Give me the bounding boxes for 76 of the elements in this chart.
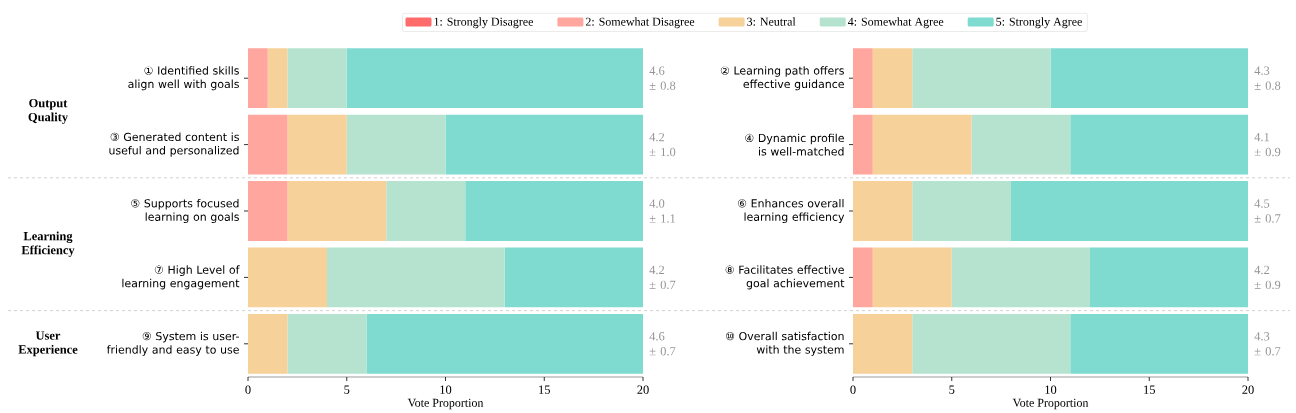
y-tick-label: ① Identified skills align well with goals: [128, 66, 239, 91]
bar: [327, 247, 505, 308]
bar: [287, 114, 347, 175]
text: 4.2 ± 0.9: [1254, 265, 1281, 290]
legend-label: 3: Neutral: [747, 17, 796, 26]
bar: [872, 114, 972, 175]
bar: [951, 247, 1091, 308]
bar: [287, 313, 367, 374]
bar: [267, 48, 288, 109]
bar: [853, 313, 913, 374]
bar: [445, 114, 643, 175]
x-tick-label: 20: [1242, 385, 1254, 394]
text: 4.5 ± 0.7: [1254, 199, 1281, 223]
y-tick-label: ④ Dynamic profile is well-matched: [745, 133, 844, 156]
x-tick-label: 0: [245, 385, 251, 394]
bar: [248, 247, 327, 308]
bar: [853, 247, 873, 308]
bar: [853, 181, 913, 241]
x-tick-label: 10: [1045, 385, 1057, 394]
bar: [366, 313, 643, 374]
y-tick-label: ⑧ Facilitates effective goal achievement: [725, 265, 845, 290]
bar: [465, 181, 643, 241]
text: 4.3 ± 0.7: [1254, 332, 1281, 356]
bar: [346, 114, 446, 175]
x-tick-label: 0: [850, 385, 856, 394]
bar: [504, 247, 643, 308]
text: User Experience: [18, 331, 78, 357]
legend-label: 4: Somewhat Agree: [847, 17, 944, 29]
bar: [971, 114, 1071, 175]
bar: [287, 48, 347, 109]
text: 4.6 ± 0.8: [649, 66, 676, 90]
bar: [912, 181, 1012, 241]
x-tick-label: 5: [949, 385, 955, 394]
bar: [248, 313, 288, 374]
text: 4.1 ± 0.9: [1254, 132, 1281, 157]
x-tick-label: 15: [539, 385, 550, 394]
bar: [1070, 114, 1249, 175]
bar: [1011, 181, 1249, 241]
bar: [1090, 247, 1249, 308]
bar: [248, 114, 288, 175]
bar: [853, 48, 873, 109]
y-tick-label: ⑤ Supports focused learning on goals: [131, 198, 239, 224]
y-tick-label: ② Learning path offers effective guidance: [720, 66, 844, 91]
text: Output Quality: [28, 98, 68, 124]
bar: [872, 48, 913, 109]
y-tick-label: ③ Generated content is useful and personalized: [109, 132, 239, 157]
legend-label: 2: Somewhat Disagree: [585, 17, 695, 29]
bar: [1050, 48, 1249, 109]
bar: [912, 313, 1071, 374]
text: 4.3 ± 0.8: [1254, 66, 1281, 90]
y-tick-label: ⑩ Overall satisfaction with the system: [725, 331, 844, 356]
bar: [912, 48, 1051, 109]
y-tick-label: ⑦ High Level of learning engagement: [122, 265, 240, 290]
x-axis-title: Vote Proportion: [407, 398, 484, 410]
y-tick-label: ⑨ System is user-friendly and easy to use: [106, 331, 239, 356]
text: Learning Efficiency: [21, 231, 75, 257]
bar: [346, 48, 643, 109]
bar: [872, 247, 952, 308]
x-tick-label: 20: [637, 385, 649, 394]
bar: [1070, 313, 1249, 374]
y-tick-label: ⑥ Enhances overall learning efficiency: [737, 198, 845, 224]
legend-label: 5: Strongly Agree: [996, 17, 1082, 29]
text: 4.2 ± 1.0: [649, 132, 676, 157]
x-tick-label: 10: [440, 385, 452, 394]
text: 4.2 ± 0.7: [649, 265, 676, 290]
x-axis-title: Vote Proportion: [1012, 398, 1089, 410]
bar: [386, 181, 466, 241]
x-tick-label: 5: [344, 385, 350, 394]
bar: [248, 48, 268, 109]
bar: [853, 114, 873, 175]
text: 4.6 ± 0.7: [649, 332, 676, 356]
bar: [287, 181, 387, 241]
legend-label: 1: Strongly Disagree: [434, 17, 534, 29]
text: 4.0 ± 1.1: [649, 199, 676, 223]
x-tick-label: 15: [1144, 385, 1155, 394]
bar: [248, 181, 288, 241]
